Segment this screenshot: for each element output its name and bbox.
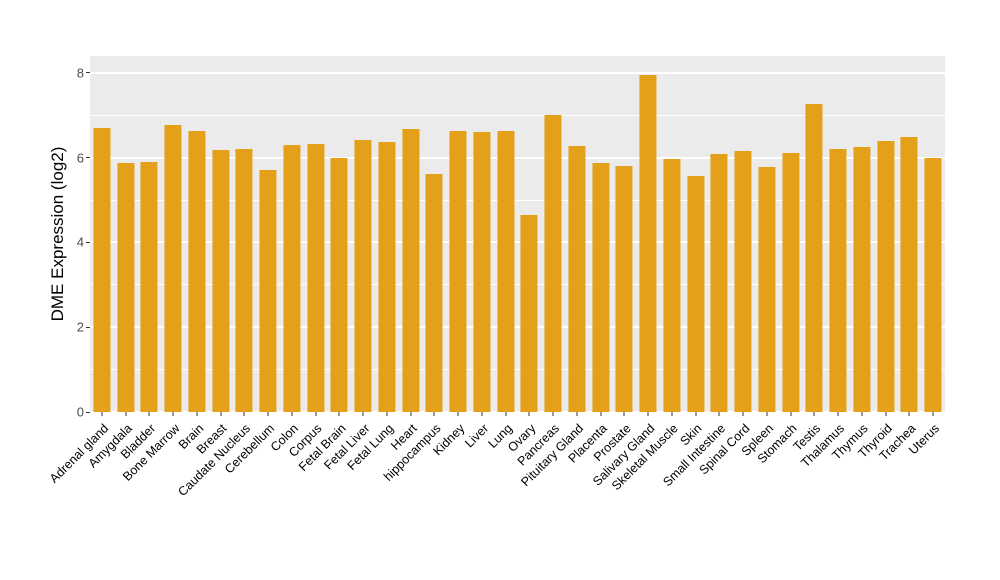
bar bbox=[164, 125, 182, 412]
x-axis-tick-label: Liver bbox=[462, 421, 492, 451]
bar bbox=[235, 149, 253, 412]
y-axis-tick-mark bbox=[86, 411, 90, 413]
x-axis-tick-mark bbox=[433, 412, 435, 416]
bar bbox=[425, 174, 443, 412]
bar bbox=[900, 136, 918, 412]
x-axis-tick-mark bbox=[908, 412, 910, 416]
x-axis-tick-mark bbox=[386, 412, 388, 416]
x-axis-tick-mark bbox=[243, 412, 245, 416]
major-gridline bbox=[90, 71, 945, 74]
minor-gridline bbox=[90, 114, 945, 116]
bar bbox=[520, 214, 538, 412]
x-axis-tick-mark bbox=[457, 412, 459, 416]
bar bbox=[924, 158, 942, 412]
minor-gridline bbox=[90, 369, 945, 371]
bar bbox=[663, 159, 681, 412]
bar bbox=[117, 163, 135, 412]
x-axis-tick-mark bbox=[291, 412, 293, 416]
x-axis-tick-mark bbox=[267, 412, 269, 416]
x-axis-tick-mark bbox=[718, 412, 720, 416]
bar bbox=[877, 141, 895, 412]
plot-area bbox=[86, 56, 945, 416]
x-axis-tick-mark bbox=[813, 412, 815, 416]
x-axis-tick-mark bbox=[742, 412, 744, 416]
bar bbox=[639, 75, 657, 412]
bar bbox=[354, 140, 372, 412]
x-axis-tick-mark bbox=[885, 412, 887, 416]
bar bbox=[378, 142, 396, 412]
y-axis-tick-labels: 0 2 4 6 8 bbox=[0, 56, 84, 418]
x-axis-tick-labels: Adrenal gland Amygdala Bladder Bone Marrow B… bbox=[47, 420, 945, 570]
y-axis-tick-label: 4 bbox=[76, 234, 84, 250]
bar bbox=[853, 147, 871, 412]
bar bbox=[212, 150, 230, 412]
bar bbox=[93, 128, 111, 412]
bar bbox=[449, 131, 467, 412]
x-axis-tick-mark bbox=[196, 412, 198, 416]
x-axis-tick-mark bbox=[600, 412, 602, 416]
bar bbox=[568, 146, 586, 412]
bar bbox=[402, 129, 420, 412]
bar bbox=[592, 163, 610, 412]
bar bbox=[473, 132, 491, 412]
y-axis-tick-label: 2 bbox=[76, 319, 84, 335]
x-axis-tick-mark bbox=[552, 412, 554, 416]
x-axis-tick-mark bbox=[671, 412, 673, 416]
minor-gridline bbox=[90, 199, 945, 201]
x-axis-tick-mark bbox=[790, 412, 792, 416]
x-axis-tick-mark bbox=[362, 412, 364, 416]
y-axis-tick-mark bbox=[86, 157, 90, 159]
bar bbox=[734, 151, 752, 412]
bar bbox=[497, 131, 515, 412]
x-axis-tick-mark bbox=[101, 412, 103, 416]
y-axis-tick-mark bbox=[86, 72, 90, 74]
x-axis-tick-mark bbox=[338, 412, 340, 416]
x-axis-tick-mark bbox=[410, 412, 412, 416]
bar bbox=[615, 166, 633, 412]
bar bbox=[758, 167, 776, 412]
x-axis-tick-mark bbox=[861, 412, 863, 416]
x-axis-tick-mark bbox=[837, 412, 839, 416]
major-gridline bbox=[90, 411, 945, 413]
bar bbox=[140, 161, 158, 412]
bar bbox=[330, 158, 348, 412]
x-axis-tick-mark bbox=[481, 412, 483, 416]
x-axis-tick-mark bbox=[315, 412, 317, 416]
bar bbox=[544, 115, 562, 412]
x-axis-tick-mark bbox=[623, 412, 625, 416]
x-axis-tick-mark bbox=[505, 412, 507, 416]
minor-gridline bbox=[90, 284, 945, 286]
x-axis-tick-mark bbox=[148, 412, 150, 416]
bar bbox=[259, 170, 277, 412]
y-axis-tick-label: 6 bbox=[76, 150, 84, 166]
x-axis-tick-mark bbox=[932, 412, 934, 416]
major-gridline bbox=[90, 241, 945, 244]
x-axis-tick-mark bbox=[647, 412, 649, 416]
x-axis-tick-mark bbox=[528, 412, 530, 416]
y-axis-tick-mark bbox=[86, 326, 90, 328]
x-axis-tick-mark bbox=[576, 412, 578, 416]
bar bbox=[188, 131, 206, 412]
y-axis-tick-label: 8 bbox=[76, 65, 84, 81]
x-axis-tick-mark bbox=[125, 412, 127, 416]
bar bbox=[829, 149, 847, 412]
major-gridline bbox=[90, 326, 945, 329]
bar bbox=[283, 145, 301, 412]
y-axis-tick-mark bbox=[86, 241, 90, 243]
bar bbox=[710, 154, 728, 412]
bar bbox=[782, 153, 800, 412]
bar bbox=[307, 144, 325, 412]
x-axis-tick-mark bbox=[766, 412, 768, 416]
bar bbox=[687, 176, 705, 412]
x-axis-tick-mark bbox=[220, 412, 222, 416]
x-axis-tick-mark bbox=[172, 412, 174, 416]
major-gridline bbox=[90, 156, 945, 159]
x-axis-tick-mark bbox=[695, 412, 697, 416]
y-axis-tick-label: 0 bbox=[76, 404, 84, 420]
bar bbox=[805, 103, 823, 412]
